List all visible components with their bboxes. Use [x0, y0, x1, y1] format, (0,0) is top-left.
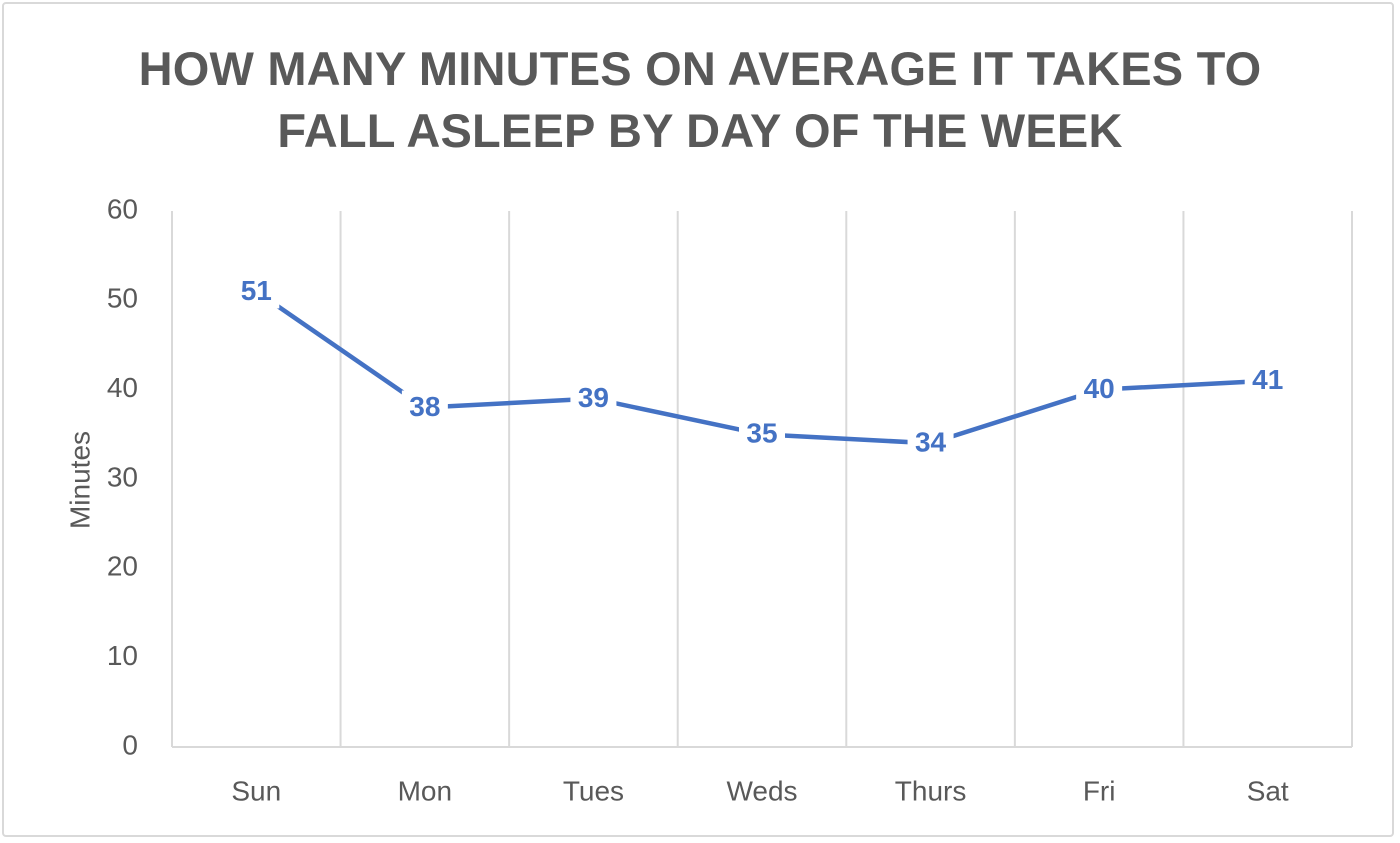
chart-title-line-2: FALL ASLEEP BY DAY OF THE WEEK [277, 104, 1123, 157]
chart-title-line-1: HOW MANY MINUTES ON AVERAGE IT TAKES TO [138, 42, 1262, 95]
data-label-bg [1244, 363, 1291, 398]
y-axis-ticks: 0 10 20 30 40 50 60 [107, 193, 138, 760]
y-tick-label: 40 [107, 372, 138, 403]
data-label: 41 [1252, 364, 1283, 395]
x-tick-label: Fri [1083, 775, 1116, 806]
y-tick-label: 20 [107, 551, 138, 582]
data-label: 35 [746, 418, 777, 449]
data-label-bg [907, 426, 954, 461]
data-label: 38 [409, 391, 440, 422]
data-label-bg [233, 274, 280, 309]
x-tick-label: Tues [563, 775, 624, 806]
y-tick-label: 10 [107, 640, 138, 671]
data-label: 51 [241, 275, 272, 306]
x-tick-label: Mon [398, 775, 452, 806]
x-tick-label: Weds [726, 775, 797, 806]
y-tick-label: 30 [107, 461, 138, 492]
y-tick-label: 0 [122, 729, 138, 760]
x-tick-label: Sat [1247, 775, 1289, 806]
data-label: 34 [915, 427, 947, 458]
x-tick-label: Sun [231, 775, 281, 806]
series-layer: 51 38 39 35 34 40 41 [233, 274, 1291, 461]
chart-title: HOW MANY MINUTES ON AVERAGE IT TAKES TO … [0, 38, 1400, 162]
data-label-bg [570, 381, 617, 416]
gridlines [171, 211, 1353, 748]
y-axis-label: Minutes [64, 431, 95, 529]
data-label: 39 [578, 382, 609, 413]
data-label: 40 [1084, 373, 1115, 404]
y-tick-label: 50 [107, 283, 138, 314]
data-label-bg [1076, 372, 1123, 407]
y-tick-label: 60 [107, 193, 138, 224]
data-label-bg [739, 417, 785, 452]
data-label-bg [401, 390, 448, 425]
x-tick-label: Thurs [895, 775, 967, 806]
x-axis-ticks: Sun Mon Tues Weds Thurs Fri Sat [231, 775, 1289, 806]
